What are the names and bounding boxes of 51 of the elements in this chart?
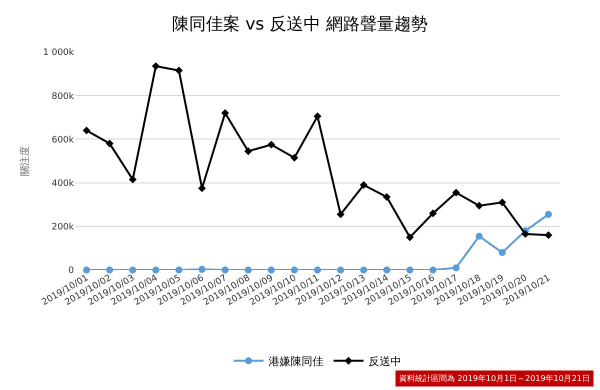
point [476,232,483,240]
y-tick-label: 200k [52,222,75,233]
point [152,62,160,70]
point [406,266,414,274]
point [268,266,275,274]
point [360,266,368,274]
point [175,266,182,274]
point [267,140,276,149]
y-tick-label: 1 000k [43,48,75,58]
point [521,230,530,238]
y-tick-label: 0 [68,266,74,276]
point [429,266,436,274]
point [544,210,552,218]
point [314,112,322,120]
point [498,198,506,206]
point [337,266,344,274]
point [152,266,160,274]
point [198,266,206,273]
point [498,249,506,256]
y-tick-label: 400k [52,178,75,189]
y-tick-label: 600k [52,135,75,146]
legend-label: 反送中 [368,355,402,368]
chart-title: 陳同佳案 vs 反送中 網路聲量趨勢 [172,14,428,34]
point [106,140,114,148]
point [452,188,460,197]
point [83,266,90,274]
text: 資料統計區間為 2019年10月1日～2019年10月21日 [399,374,590,383]
point [106,266,114,274]
legend-label: 港嫌陳同佳 [268,355,324,368]
y-tick-label: 800k [52,92,75,102]
point [175,66,183,74]
point [222,266,229,274]
point [383,266,390,274]
point [82,126,90,134]
point [382,193,391,201]
point [452,264,460,272]
point [314,266,321,274]
point [290,154,298,162]
point [128,176,137,184]
point [406,233,414,242]
point [475,202,484,210]
point [429,209,437,218]
point [336,210,344,218]
point [221,109,230,117]
y-axis-title: 關注度 [19,146,32,176]
point [244,266,252,274]
point [360,181,368,189]
point [244,147,252,156]
point [544,231,552,240]
point [290,266,298,274]
point [129,266,136,274]
